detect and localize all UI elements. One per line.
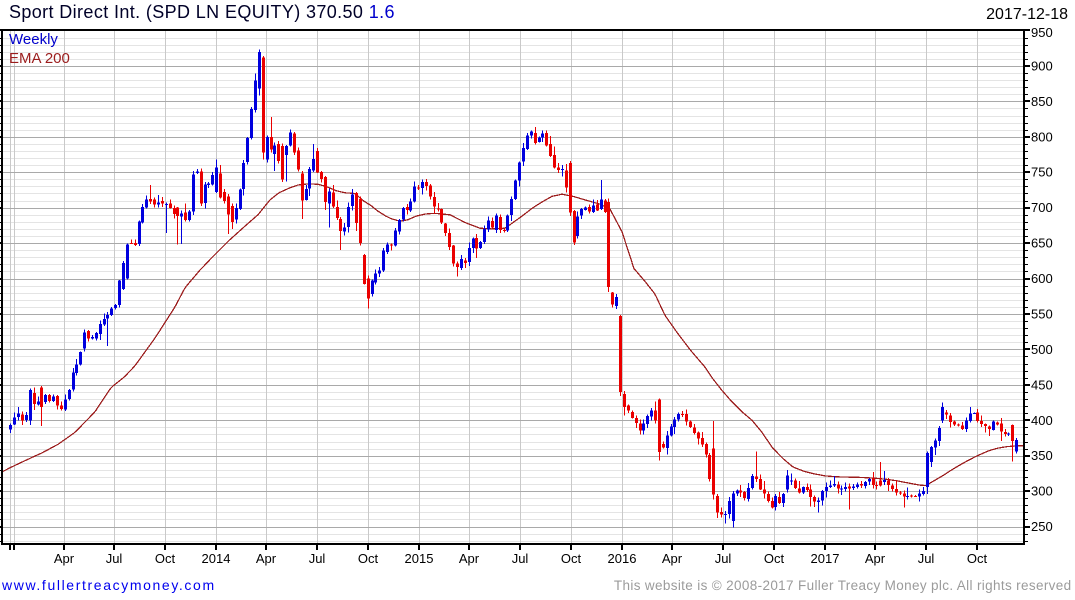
svg-text:800: 800 xyxy=(1031,129,1053,144)
svg-text:250: 250 xyxy=(1031,519,1053,534)
svg-text:Apr: Apr xyxy=(459,551,480,566)
svg-text:Oct: Oct xyxy=(561,551,582,566)
svg-text:Sport Direct Int. (SPD LN EQUI: Sport Direct Int. (SPD LN EQUITY) 370.50… xyxy=(9,2,395,22)
svg-text:750: 750 xyxy=(1031,165,1053,180)
svg-text:350: 350 xyxy=(1031,448,1053,463)
svg-text:Apr: Apr xyxy=(865,551,886,566)
svg-text:300: 300 xyxy=(1031,484,1053,499)
svg-text:400: 400 xyxy=(1031,413,1053,428)
svg-text:900: 900 xyxy=(1031,58,1053,73)
svg-text:950: 950 xyxy=(1031,25,1053,40)
svg-text:450: 450 xyxy=(1031,377,1053,392)
svg-text:2016: 2016 xyxy=(608,551,637,566)
svg-text:Jul: Jul xyxy=(512,551,529,566)
svg-text:600: 600 xyxy=(1031,271,1053,286)
svg-text:Oct: Oct xyxy=(967,551,988,566)
svg-text:500: 500 xyxy=(1031,342,1053,357)
svg-text:700: 700 xyxy=(1031,200,1053,215)
svg-text:Jul: Jul xyxy=(106,551,123,566)
svg-text:650: 650 xyxy=(1031,236,1053,251)
svg-text:This website is © 2008-2017 Fu: This website is © 2008-2017 Fuller Treac… xyxy=(614,578,1072,593)
svg-text:850: 850 xyxy=(1031,94,1053,109)
svg-text:2015: 2015 xyxy=(405,551,434,566)
svg-text:Apr: Apr xyxy=(256,551,277,566)
svg-text:Oct: Oct xyxy=(764,551,785,566)
svg-text:Apr: Apr xyxy=(662,551,683,566)
svg-text:2017: 2017 xyxy=(811,551,840,566)
svg-text:Weekly: Weekly xyxy=(9,31,58,48)
svg-text:2014: 2014 xyxy=(202,551,231,566)
svg-text:Oct: Oct xyxy=(155,551,176,566)
svg-text:Oct: Oct xyxy=(358,551,379,566)
svg-text:Jul: Jul xyxy=(715,551,732,566)
svg-text:Jul: Jul xyxy=(918,551,935,566)
svg-text:EMA 200: EMA 200 xyxy=(9,50,70,67)
svg-text:www.fullertreacymoney.com: www.fullertreacymoney.com xyxy=(1,577,216,593)
svg-text:550: 550 xyxy=(1031,307,1053,322)
svg-text:Jul: Jul xyxy=(309,551,326,566)
svg-text:2017-12-18: 2017-12-18 xyxy=(986,6,1068,23)
svg-text:Apr: Apr xyxy=(54,551,75,566)
